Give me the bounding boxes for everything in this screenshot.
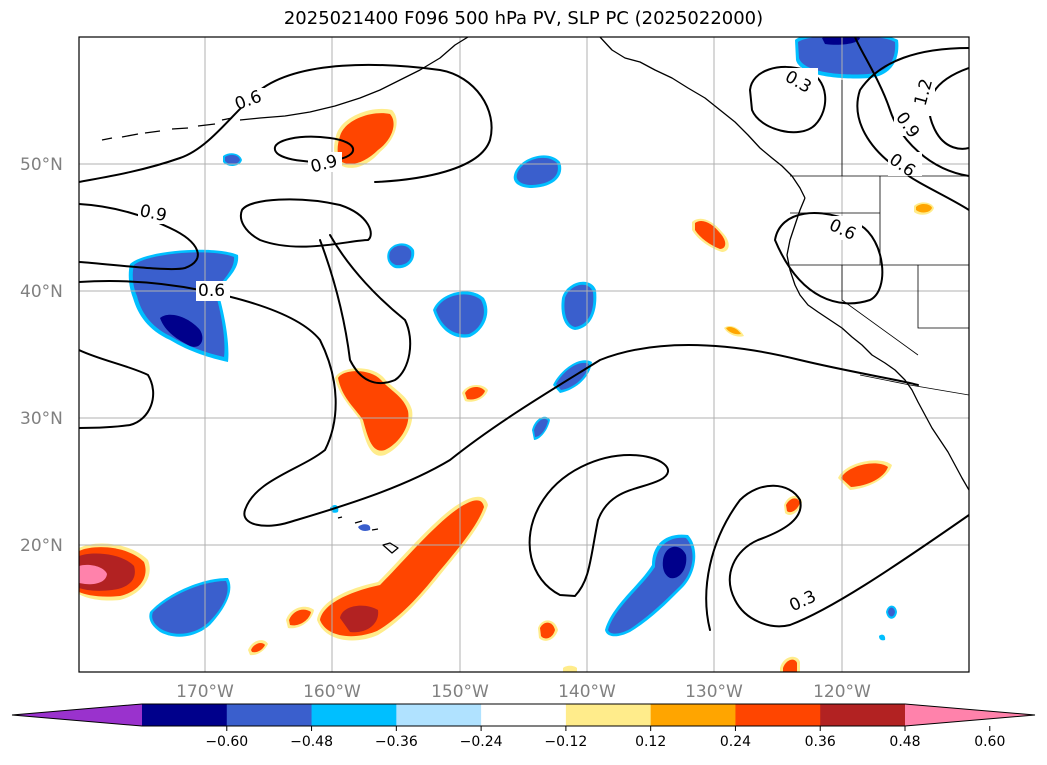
colorbar-segment <box>481 704 567 726</box>
contour-0.6-north <box>79 63 493 183</box>
colorbar-tick-label: 0.36 <box>805 734 836 750</box>
contour-0.6-north-east <box>856 47 969 211</box>
pv-positive-area <box>79 564 107 585</box>
colorbar-segment <box>396 704 482 726</box>
pv-negative-area <box>160 314 203 347</box>
lon-label: 160°W <box>303 682 361 702</box>
pv-shading <box>79 37 934 672</box>
latitude-labels: 50°N 40°N 30°N 20°N <box>20 155 63 556</box>
colorbar-tick-label: 0.60 <box>974 734 1005 750</box>
contour-label: 0.6 <box>198 281 225 301</box>
map-frame <box>78 36 970 673</box>
lon-label: 140°W <box>558 682 616 702</box>
coastlines <box>101 37 969 554</box>
colorbar-tick-label: 0.48 <box>889 734 920 750</box>
longitude-labels: 170°W 160°W 150°W 140°W 130°W 120°W <box>176 682 871 702</box>
lat-label: 20°N <box>20 536 63 556</box>
lon-label: 130°W <box>685 682 743 702</box>
contour-0.9-north <box>79 203 199 271</box>
pv-negative-area <box>662 546 687 579</box>
colorbar-segment <box>311 704 397 726</box>
colorbar-tick-label: 0.24 <box>720 734 751 750</box>
pv-negative-area <box>132 252 235 357</box>
lon-label: 120°W <box>813 682 871 702</box>
state-border <box>790 176 969 356</box>
pv-positive-area <box>337 113 394 164</box>
colorbar-tick-label: 0.12 <box>635 734 666 750</box>
contour-0.3-loop <box>705 484 969 631</box>
pv-positive-area <box>340 605 379 633</box>
contour-labels: 0.6 0.9 0.9 0.6 0.3 1.2 0.9 0.6 0.6 0.3 <box>138 67 937 616</box>
colorbar: −0.60 −0.48 −0.36 −0.24 −0.12 0.12 0.24 0.36 0.4… <box>11 703 1036 750</box>
pv-negative-area <box>564 284 594 327</box>
pv-positive-area <box>841 463 888 487</box>
colorbar-segment <box>820 704 906 726</box>
lon-label: 150°W <box>431 682 489 702</box>
contour-0.9-loop <box>273 135 355 163</box>
colorbar-segment <box>735 704 821 726</box>
pv-positive-area <box>726 326 741 335</box>
aleutian-islands <box>101 117 233 141</box>
lon-label: 170°W <box>176 682 234 702</box>
hawaiian-islands <box>337 516 399 554</box>
lat-label: 30°N <box>20 409 63 429</box>
lat-label: 50°N <box>20 155 63 175</box>
colorbar-extend-high <box>905 704 1035 726</box>
contour-0.6-inner <box>319 234 412 385</box>
colorbar-segment <box>650 704 736 726</box>
pv-positive-area <box>338 371 409 451</box>
pv-positive-area <box>916 204 932 213</box>
colorbar-tick-label: −0.36 <box>375 734 418 750</box>
pv-negative-area <box>389 245 412 266</box>
contour-0.6-oregon <box>774 212 884 305</box>
pv-positive-area <box>786 498 800 513</box>
map-title: 2025021400 F096 500 hPa PV, SLP PC (2025… <box>283 8 764 29</box>
pv-positive-area <box>320 500 484 637</box>
pv-positive-area <box>783 659 797 672</box>
pv-positive-area <box>251 642 265 653</box>
us-west-coast <box>786 197 969 491</box>
pv-positive-area <box>465 387 485 400</box>
colorbar-tick-label: −0.60 <box>205 734 248 750</box>
contour-1.2-north <box>928 67 969 150</box>
pv-negative-area <box>516 157 558 185</box>
colorbar-tick-label: −0.24 <box>460 734 503 750</box>
lat-label: 40°N <box>20 282 63 302</box>
colorbar-tick-label: −0.48 <box>290 734 333 750</box>
slp-contours <box>79 37 969 631</box>
pv-negative-area <box>879 634 886 641</box>
pv-positive-area <box>289 609 311 626</box>
pv-negative-area <box>888 607 895 617</box>
pv-negative-area <box>152 581 228 634</box>
colorbar-segment <box>142 704 228 726</box>
us-mexico-border <box>859 374 969 396</box>
pv-negative-area <box>798 37 896 75</box>
colorbar-tick-label: −0.12 <box>544 734 587 750</box>
pv-positive-area <box>540 622 555 639</box>
contour-0.9-northeast <box>854 37 969 177</box>
pv-negative-area <box>822 37 860 45</box>
pv-negative-area <box>358 524 371 531</box>
pv-negative-area <box>534 418 548 437</box>
contour-0.6-west <box>79 349 155 429</box>
contour-0.6-mid <box>79 279 919 527</box>
contour-0.9-west <box>240 198 372 248</box>
pv-positive-area <box>695 221 726 249</box>
colorbar-outline <box>11 703 1036 727</box>
colorbar-segment <box>226 704 313 726</box>
colorbar-segment <box>565 704 652 726</box>
pv-negative-area <box>225 154 240 165</box>
colorbar-extend-low <box>12 704 142 726</box>
alaska-peninsula <box>239 37 469 121</box>
contour-0.3-south <box>528 454 669 597</box>
graticule <box>79 37 969 672</box>
pv-positive-area <box>563 665 577 672</box>
contour-0.3-alaska <box>749 65 827 134</box>
alaska-coast <box>599 37 806 199</box>
